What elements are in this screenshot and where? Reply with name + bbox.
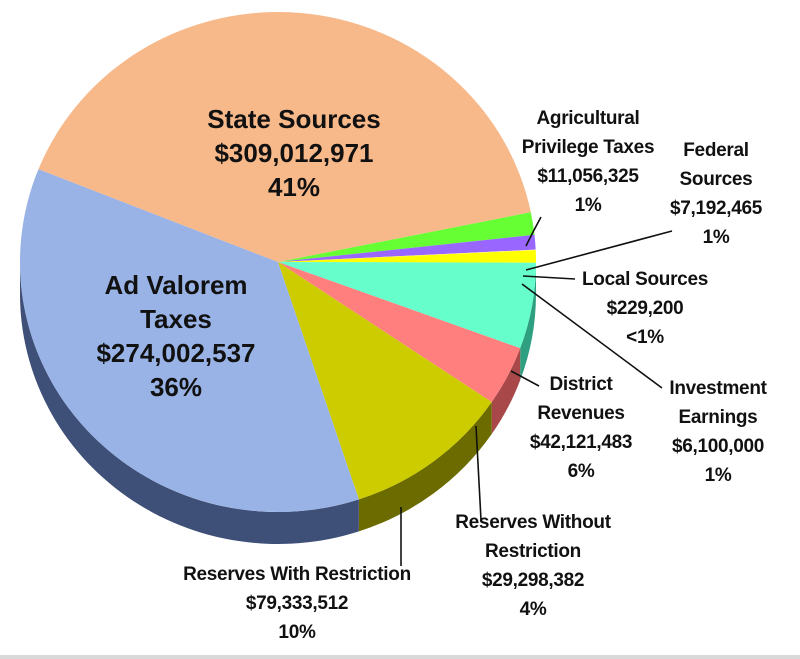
slice-name-text: Privilege Taxes <box>522 137 654 158</box>
pie-slice <box>278 250 536 263</box>
slice-percent-text: 41% <box>268 172 320 202</box>
pie-side-walls <box>20 262 536 544</box>
slice-name-text: Earnings <box>679 407 758 428</box>
slice-label: Reserves Without Restriction $29,298,382 4% <box>455 512 612 620</box>
slice-label: Investment Earnings $6,100,000 1% <box>669 378 768 486</box>
slice-percent-text: 1% <box>705 465 732 486</box>
slice-label: Federal Sources $7,192,465 1% <box>670 140 763 248</box>
pie-slice <box>278 262 492 500</box>
leader-line <box>510 370 540 387</box>
slice-amount-text: $29,298,382 <box>482 570 584 591</box>
leader-lines <box>400 216 673 566</box>
slice-label: District Revenues $42,121,483 6% <box>530 374 633 482</box>
leader-line <box>525 230 673 271</box>
slice-amount-text: $11,056,325 <box>537 166 639 187</box>
pie-slice <box>278 262 521 403</box>
slice-label: Agricultural Privilege Taxes $11,056,325 1% <box>522 108 655 216</box>
slice-label: Local Sources $229,200 <1% <box>582 269 708 348</box>
slice-amount-text: $229,200 <box>607 298 684 319</box>
pie-slice <box>278 249 536 262</box>
slice-amount-text: $7,192,465 <box>670 198 763 219</box>
slice-name-text: Local Sources <box>582 269 708 290</box>
leader-line <box>525 216 542 247</box>
slice-percent-text: 10% <box>278 622 316 643</box>
slice-percent-text: 1% <box>575 195 602 216</box>
slice-name-text: District <box>549 374 613 395</box>
slice-labels: Agricultural Privilege Taxes $11,056,325 1%… <box>96 104 767 643</box>
slice-percent-text: 1% <box>703 227 730 248</box>
pie-slice <box>19 169 359 513</box>
slice-label: State Sources $309,012,971 41% <box>207 104 380 202</box>
pie-slice <box>278 234 536 262</box>
slice-name-text: Reserves Without <box>455 512 611 533</box>
slice-percent-text: <1% <box>626 327 664 348</box>
slice-percent-text: 4% <box>520 599 547 620</box>
slice-name-text: Federal <box>683 140 749 161</box>
slice-percent-text: 6% <box>568 461 595 482</box>
pie-side-4 <box>520 262 536 381</box>
slice-label: Reserves With Restriction $79,333,512 10% <box>183 564 411 643</box>
slice-name-text: State Sources <box>207 104 380 134</box>
slice-name-text: Revenues <box>537 403 624 424</box>
bottom-rule <box>0 655 800 659</box>
slice-name-text: Taxes <box>140 304 212 334</box>
leader-line <box>522 275 576 280</box>
slice-name-text: Sources <box>680 169 753 190</box>
pie-slice <box>278 212 535 262</box>
slice-name-text: Agricultural <box>536 108 639 129</box>
leader-line <box>521 283 663 389</box>
slice-percent-text: 36% <box>150 372 202 402</box>
slice-amount-text: $79,333,512 <box>246 593 348 614</box>
leader-line <box>475 425 482 521</box>
slice-amount-text: $6,100,000 <box>672 436 764 457</box>
pie-slice <box>278 262 536 349</box>
slice-amount-text: $42,121,483 <box>530 432 632 453</box>
pie-slice <box>38 12 531 262</box>
slice-amount-text: $309,012,971 <box>214 138 373 168</box>
slice-amount-text: $274,002,537 <box>96 338 255 368</box>
slice-name-text: Reserves With Restriction <box>183 564 411 585</box>
slice-label: Ad Valorem Taxes $274,002,537 36% <box>96 270 255 402</box>
pie-side-5 <box>491 348 521 435</box>
slice-name-text: Ad Valorem <box>104 270 247 300</box>
slice-name-text: Investment <box>669 378 767 399</box>
pie-slices <box>19 12 536 513</box>
pie-side-6 <box>358 402 492 532</box>
slice-name-text: Restriction <box>485 541 581 562</box>
pie-side-7 <box>20 262 359 544</box>
